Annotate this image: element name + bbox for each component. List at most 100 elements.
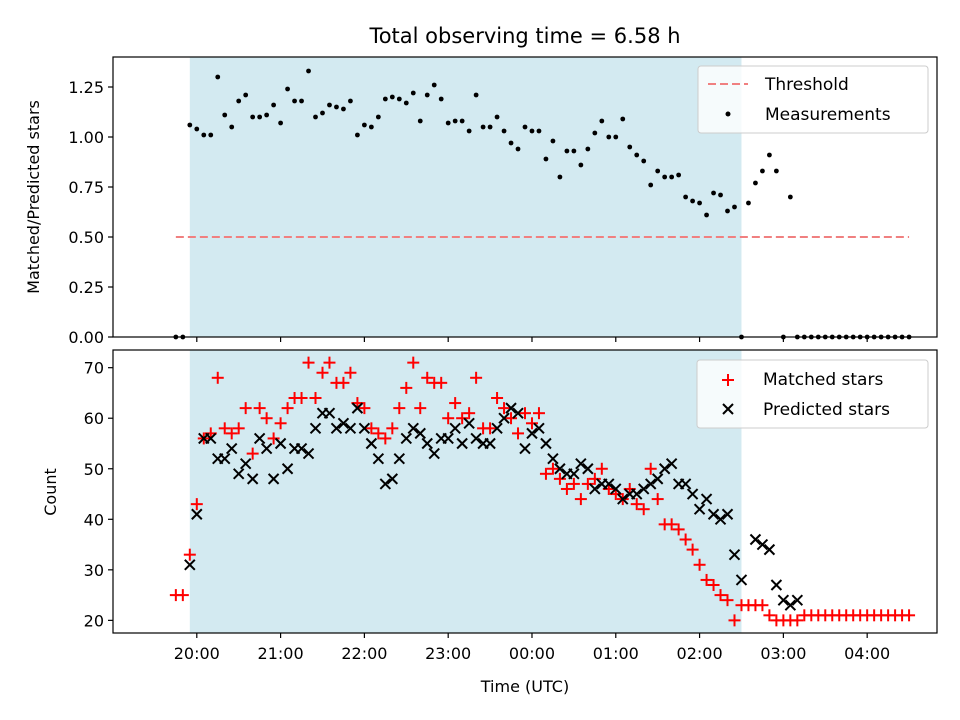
bottom-y-tick-label: 70 — [84, 359, 104, 378]
predicted-star-point — [665, 457, 678, 470]
matched-star-point — [316, 366, 329, 379]
matched-star-point — [567, 477, 580, 490]
measurement-point — [299, 98, 304, 104]
predicted-star-point — [226, 442, 238, 455]
measurement-point — [620, 116, 626, 122]
matched-star-point — [183, 548, 196, 561]
measurement-point — [536, 128, 542, 134]
measurement-point — [375, 114, 381, 120]
predicted-star-point — [246, 473, 259, 485]
matched-star-point — [581, 477, 594, 490]
predicted-star-point — [260, 442, 273, 455]
measurement-point — [718, 192, 723, 198]
measurement-point — [746, 200, 751, 206]
matched-star-point — [239, 402, 252, 415]
predicted-star-point — [714, 513, 727, 526]
legend-predicted-label: Predicted stars — [763, 400, 890, 420]
predicted-star-point — [358, 422, 371, 435]
matched-star-point — [400, 381, 413, 394]
predicted-star-point — [610, 483, 622, 495]
measurement-point — [767, 152, 772, 158]
measurement-point — [683, 194, 689, 200]
predicted-star-point — [644, 478, 657, 490]
top-y-tick-label: 0.75 — [68, 178, 104, 197]
matched-star-point — [588, 472, 601, 485]
predicted-star-point — [554, 463, 566, 475]
predicted-star-point — [582, 463, 594, 475]
matched-star-point — [686, 543, 699, 556]
predicted-star-point — [253, 432, 266, 445]
measurement-point — [669, 174, 675, 180]
matched-star-point — [763, 609, 776, 622]
matched-star-point — [505, 412, 518, 425]
predicted-star-point — [505, 402, 517, 414]
bottom-legend: Matched stars Predicted stars — [696, 359, 929, 429]
bottom-y-tick-label: 40 — [84, 510, 104, 529]
measurement-point — [452, 118, 458, 124]
predicted-star-point — [512, 407, 524, 419]
measurement-point — [320, 110, 325, 116]
matched-star-point — [372, 427, 385, 440]
top-chart-title: Total observing time = 6.58 h — [368, 24, 680, 48]
predicted-star-point — [407, 422, 419, 435]
matched-star-point — [176, 589, 189, 602]
matched-star-point — [539, 467, 552, 480]
matched-star-point — [665, 518, 678, 531]
top-legend: Threshold Measurements — [697, 65, 929, 134]
matched-star-point — [274, 417, 287, 430]
measurement-point — [550, 138, 556, 144]
matched-star-point — [435, 376, 448, 389]
predicted-star-point — [756, 538, 769, 551]
matched-star-point — [651, 493, 664, 506]
measurement-point — [466, 128, 472, 134]
predicted-star-point — [617, 493, 629, 505]
matched-star-point — [211, 371, 224, 384]
bottom-x-axis: 20:00 21:00 22:00 23:00 00:00 01:00 02:00 03:00… — [174, 633, 890, 663]
matched-star-point — [260, 412, 273, 425]
matched-star-point — [721, 594, 734, 607]
matched-star-point — [574, 493, 587, 506]
predicted-star-point — [791, 594, 804, 606]
top-observing-window — [189, 57, 742, 337]
predicted-star-point — [533, 422, 545, 435]
matched-star-point — [714, 589, 727, 602]
measurement-point — [424, 92, 430, 98]
predicted-star-point — [330, 422, 343, 435]
measurement-point — [627, 144, 633, 150]
bottom-x-tick-label: 01:00 — [593, 644, 639, 663]
measurement-point — [313, 114, 318, 120]
top-y-tick-label: 1.00 — [68, 128, 104, 147]
top-y-tick-label: 1.25 — [68, 78, 104, 97]
measurement-point — [494, 114, 500, 120]
measurement-point — [222, 112, 228, 118]
matched-star-point — [218, 422, 231, 435]
predicted-star-point — [749, 533, 762, 546]
matched-star-point — [519, 407, 531, 420]
matched-star-point — [323, 356, 336, 369]
predicted-star-point — [309, 422, 322, 435]
predicted-star-point — [232, 468, 245, 480]
measurement-point — [690, 198, 695, 204]
measurement-point — [613, 134, 619, 140]
predicted-star-point — [184, 559, 196, 571]
measurement-point — [543, 156, 549, 162]
measurement-point — [264, 112, 270, 118]
measurement-point — [606, 134, 612, 140]
matched-star-point — [442, 412, 455, 425]
measurement-point — [187, 122, 193, 128]
matched-star-point — [903, 609, 916, 622]
predicted-star-point — [344, 422, 357, 435]
measurement-point — [410, 90, 416, 96]
measurement-point — [396, 96, 402, 102]
measurement-point — [250, 114, 256, 120]
predicted-star-point — [442, 432, 454, 445]
matched-star-point — [470, 371, 483, 384]
measurement-point — [773, 168, 779, 174]
legend-threshold-label: Threshold — [764, 75, 849, 95]
bottom-y-tick-label: 20 — [84, 611, 104, 630]
matched-star-point — [637, 503, 650, 516]
matched-star-point — [791, 614, 804, 627]
predicted-star-point — [575, 457, 587, 470]
predicted-star-point — [379, 478, 392, 490]
